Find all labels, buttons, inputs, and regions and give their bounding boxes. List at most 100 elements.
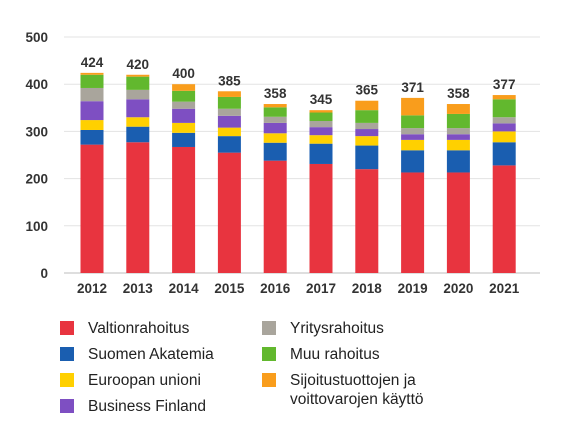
bar-segment bbox=[80, 129, 104, 145]
x-tick-label: 2017 bbox=[306, 281, 336, 296]
total-label: 424 bbox=[81, 55, 104, 70]
bar-segment bbox=[309, 163, 333, 273]
x-tick-label: 2021 bbox=[489, 281, 520, 296]
total-label: 358 bbox=[447, 86, 470, 101]
bar-segment bbox=[263, 107, 287, 117]
bar-segment bbox=[309, 143, 333, 164]
bar-segment bbox=[355, 145, 379, 170]
bar-segment bbox=[263, 122, 287, 134]
bar-segment bbox=[126, 74, 150, 77]
bar-segment bbox=[80, 101, 104, 121]
bar-segment bbox=[217, 115, 241, 128]
bar-segment bbox=[172, 146, 196, 273]
x-axis-tick-labels: 2012 2013 2014 2015 2016 2017 2018 2019 2020 2021 bbox=[77, 281, 520, 296]
bar-segment bbox=[492, 131, 516, 143]
bar-segment bbox=[401, 97, 425, 116]
bar-segment bbox=[217, 91, 241, 97]
total-labels: 424 420 400 385 358 345 365 371 358 377 bbox=[81, 55, 516, 107]
bar-segment bbox=[355, 100, 379, 111]
bar-segment bbox=[492, 165, 516, 273]
bar-segment bbox=[263, 160, 287, 273]
bar-segment bbox=[263, 116, 287, 123]
bar-segment bbox=[80, 74, 104, 88]
total-label: 400 bbox=[172, 66, 195, 81]
bar-segment bbox=[263, 142, 287, 161]
x-tick-label: 2013 bbox=[123, 281, 154, 296]
bar-segment bbox=[309, 112, 333, 122]
x-tick-label: 2019 bbox=[398, 281, 428, 296]
total-label: 358 bbox=[264, 86, 287, 101]
bar-segment bbox=[446, 172, 470, 273]
x-tick-label: 2014 bbox=[169, 281, 200, 296]
bar-segment bbox=[172, 101, 196, 109]
bar-segment bbox=[80, 120, 104, 130]
bar-segment bbox=[126, 142, 150, 273]
x-tick-label: 2012 bbox=[77, 281, 107, 296]
bar-segment bbox=[217, 127, 241, 137]
bar-segment bbox=[126, 76, 150, 90]
bar-segment bbox=[355, 136, 379, 146]
bar-segment bbox=[80, 144, 104, 273]
total-label: 420 bbox=[127, 57, 150, 72]
y-tick-label: 200 bbox=[25, 172, 48, 187]
y-tick-label: 100 bbox=[25, 219, 48, 234]
bar-segment bbox=[492, 142, 516, 166]
bar-segment bbox=[80, 87, 104, 102]
bar-segment bbox=[355, 110, 379, 123]
bar-segment bbox=[217, 136, 241, 153]
bar-segment bbox=[355, 129, 379, 137]
bar-segment bbox=[263, 104, 287, 108]
bar-segment bbox=[172, 84, 196, 91]
bar-segment bbox=[446, 104, 470, 114]
y-axis-tick-labels: 0 100 200 300 400 500 bbox=[25, 30, 48, 281]
bars bbox=[80, 72, 516, 273]
bar-segment bbox=[401, 128, 425, 135]
bar-segment bbox=[172, 108, 196, 123]
bar-segment bbox=[126, 117, 150, 127]
bar-segment bbox=[309, 121, 333, 128]
bar-segment bbox=[172, 132, 196, 147]
bar-segment bbox=[309, 135, 333, 144]
bar-segment bbox=[446, 150, 470, 173]
y-tick-label: 0 bbox=[40, 266, 48, 281]
bar-segment bbox=[126, 89, 150, 100]
bar-segment bbox=[401, 115, 425, 129]
bar-segment bbox=[492, 123, 516, 132]
bar-segment bbox=[217, 108, 241, 116]
bar-segment bbox=[172, 90, 196, 102]
total-label: 371 bbox=[401, 80, 424, 95]
bar-segment bbox=[446, 139, 470, 151]
bar-segment bbox=[401, 150, 425, 173]
bar-segment bbox=[355, 122, 379, 130]
bar-segment bbox=[126, 126, 150, 143]
bar-segment bbox=[446, 134, 470, 140]
x-tick-label: 2016 bbox=[260, 281, 291, 296]
bar-segment bbox=[172, 122, 196, 133]
bar-segment bbox=[309, 127, 333, 136]
bar-segment bbox=[217, 152, 241, 273]
bar-segment bbox=[80, 72, 104, 75]
x-tick-label: 2020 bbox=[443, 281, 473, 296]
y-tick-label: 300 bbox=[25, 124, 48, 139]
total-label: 365 bbox=[356, 83, 379, 98]
bar-segment bbox=[217, 96, 241, 109]
total-label: 385 bbox=[218, 73, 241, 88]
bar-segment bbox=[492, 99, 516, 118]
y-tick-label: 500 bbox=[25, 30, 48, 45]
bar-segment bbox=[263, 133, 287, 143]
bar-segment bbox=[401, 172, 425, 273]
bar-segment bbox=[309, 110, 333, 113]
x-tick-label: 2018 bbox=[352, 281, 383, 296]
bar-segment bbox=[492, 95, 516, 100]
total-label: 377 bbox=[493, 77, 516, 92]
y-tick-label: 400 bbox=[25, 77, 48, 92]
total-label: 345 bbox=[310, 92, 333, 107]
bar-segment bbox=[126, 99, 150, 118]
bar-segment bbox=[355, 169, 379, 273]
bar-segment bbox=[401, 134, 425, 140]
bar-segment bbox=[446, 128, 470, 135]
bar-segment bbox=[401, 139, 425, 151]
bar-segment bbox=[446, 113, 470, 129]
bar-segment bbox=[492, 117, 516, 124]
